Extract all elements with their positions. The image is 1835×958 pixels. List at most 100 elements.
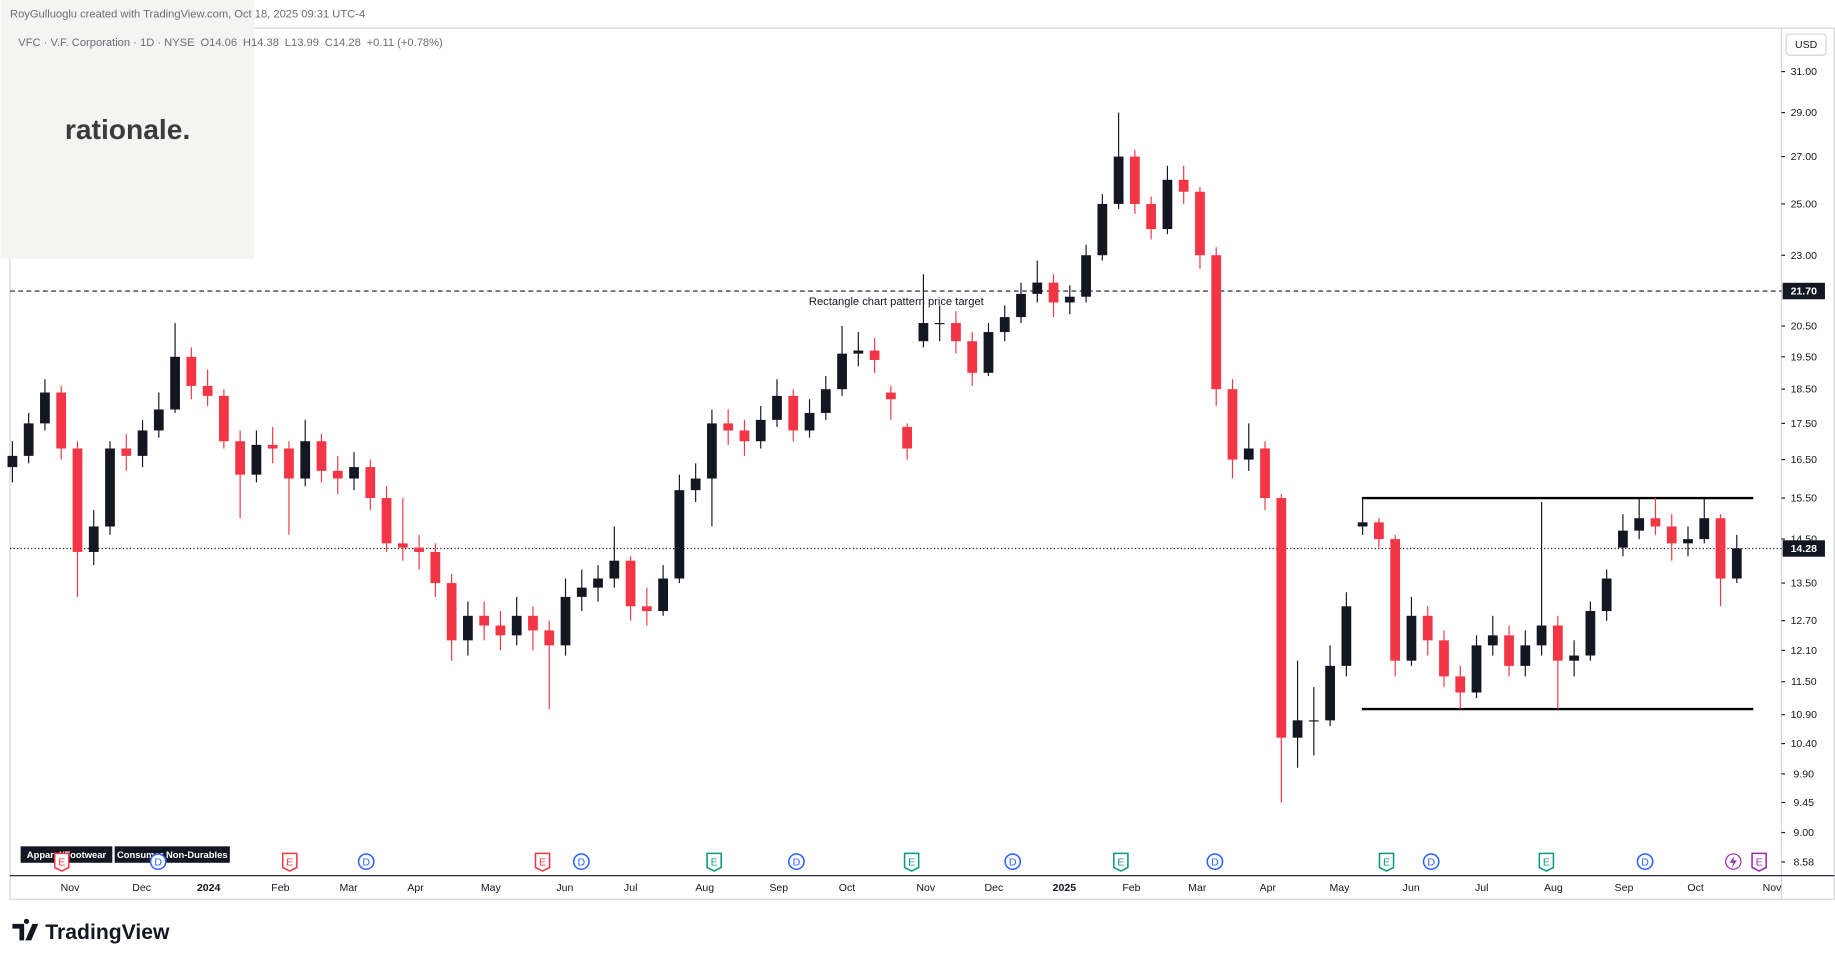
candle-body: [918, 323, 929, 342]
event-label[interactable]: D: [154, 857, 162, 869]
candle-body: [1455, 676, 1466, 693]
candle-body: [23, 423, 34, 456]
ohlc-high: H14.38: [243, 37, 279, 49]
candle-body: [1178, 179, 1189, 192]
candle-body: [40, 392, 50, 424]
event-badge[interactable]: [1538, 852, 1555, 872]
event-label[interactable]: D: [1641, 857, 1649, 869]
event-label[interactable]: D: [1009, 857, 1017, 869]
x-tick-label: Jun: [1403, 882, 1420, 894]
candle-body: [72, 448, 83, 552]
event-badge[interactable]: [903, 852, 920, 872]
candle-body: [853, 350, 864, 354]
event-badge[interactable]: [53, 852, 70, 872]
candle-body: [544, 630, 555, 646]
event-label[interactable]: E: [908, 857, 915, 869]
candle-body: [316, 441, 327, 471]
ohlc-open: O14.06: [200, 37, 237, 49]
event-label[interactable]: E: [1383, 857, 1390, 869]
event-badge[interactable]: [788, 853, 805, 871]
candle-body: [885, 392, 896, 400]
candle-body: [1699, 518, 1710, 540]
x-tick-label: Mar: [339, 882, 358, 894]
target-tag-label: 21.70: [1791, 286, 1818, 298]
candle-body: [1357, 522, 1368, 527]
y-tick-label: 18.50: [1791, 384, 1818, 396]
candle-body: [105, 448, 115, 527]
event-badge[interactable]: [706, 852, 722, 872]
candle-body: [755, 419, 766, 442]
logo-box: [0, 0, 255, 259]
candle-body: [1325, 665, 1335, 721]
event-label[interactable]: D: [577, 857, 585, 869]
event-label[interactable]: E: [1756, 857, 1763, 869]
candle-body: [1731, 548, 1742, 579]
event-label[interactable]: D: [362, 857, 370, 869]
candle-body: [1585, 611, 1596, 656]
event-badge[interactable]: [357, 853, 375, 871]
candle-body: [1471, 645, 1482, 693]
y-tick-label: 16.50: [1791, 454, 1818, 466]
symbol: VFC · V.F. Corporation · 1D · NYSE: [18, 37, 194, 49]
event-label[interactable]: D: [1211, 857, 1219, 869]
candle-body: [251, 444, 262, 475]
candle-body: [1618, 530, 1628, 548]
event-label[interactable]: E: [1117, 857, 1124, 869]
candle-body: [999, 317, 1010, 333]
y-tick-label: 13.50: [1791, 578, 1818, 590]
candle-body: [7, 455, 18, 468]
candle-body: [1569, 655, 1579, 661]
x-tick-label: Oct: [839, 882, 855, 894]
event-label[interactable]: E: [58, 857, 65, 869]
event-label[interactable]: D: [1427, 857, 1435, 869]
event-badge[interactable]: [1206, 853, 1224, 871]
event-label[interactable]: E: [1543, 857, 1550, 869]
x-tick-label: Jul: [1475, 882, 1489, 894]
event-badge[interactable]: [1422, 853, 1440, 871]
candle-body: [202, 385, 213, 396]
candle-body: [625, 560, 636, 607]
candle-body: [837, 353, 847, 390]
event-label[interactable]: E: [711, 857, 718, 869]
x-tick-label: Feb: [1122, 882, 1140, 894]
candle-body: [1130, 156, 1140, 204]
candle-body: [1504, 635, 1514, 666]
event-badge[interactable]: [281, 852, 298, 872]
event-label[interactable]: D: [793, 857, 801, 869]
candle-body: [1081, 255, 1091, 297]
event-label[interactable]: E: [286, 857, 293, 869]
footer-logo: TradingView: [12, 918, 170, 944]
event-badge[interactable]: [1004, 853, 1022, 871]
candle-body: [1243, 448, 1254, 460]
target-tag: [1782, 282, 1825, 300]
currency[interactable]: USD: [1795, 39, 1818, 51]
candle-body: [1520, 645, 1531, 666]
event-badge[interactable]: [1113, 852, 1129, 872]
y-tick-label: 10.40: [1791, 738, 1818, 750]
x-tick-label: Oct: [1687, 882, 1703, 894]
event-badge[interactable]: [1378, 852, 1395, 872]
candle-body: [137, 430, 148, 456]
event-label[interactable]: E: [539, 857, 546, 869]
candle-body: [153, 409, 164, 431]
y-tick-label: 20.50: [1791, 321, 1818, 333]
candle-body: [1634, 518, 1645, 531]
event-badge[interactable]: [572, 853, 590, 871]
event-badge[interactable]: [534, 852, 551, 872]
candle-body: [88, 526, 99, 552]
event-badge[interactable]: [1751, 852, 1767, 872]
x-tick-label: Dec: [132, 882, 151, 894]
event-badge[interactable]: [149, 853, 167, 871]
event-badge[interactable]: [1636, 853, 1654, 871]
candle-body: [381, 498, 392, 544]
candle-body: [1097, 203, 1108, 256]
candle-body: [56, 392, 67, 449]
x-tick-label: Mar: [1188, 882, 1207, 894]
candle-body: [1439, 640, 1449, 677]
currency-box[interactable]: [1785, 33, 1827, 56]
candle-body: [1390, 539, 1401, 661]
candle-body: [495, 625, 506, 636]
candle-body: [1146, 203, 1157, 230]
